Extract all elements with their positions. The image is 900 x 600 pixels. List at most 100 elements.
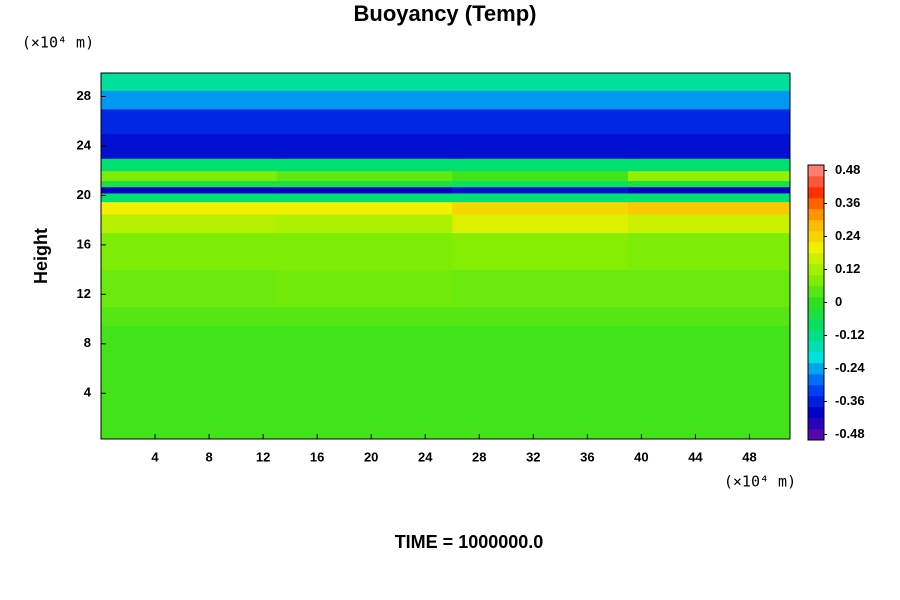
colorbar-swatch <box>808 396 824 408</box>
heatmap-cell <box>276 158 453 172</box>
heatmap-cell <box>276 269 453 308</box>
heatmap-cell <box>101 232 278 271</box>
heatmap-cell <box>627 90 791 110</box>
colorbar-swatch <box>808 253 824 265</box>
y-axis-label: Height <box>31 228 51 284</box>
heatmap-cell <box>101 201 278 215</box>
heatmap-cell <box>627 213 791 234</box>
colorbar-tick-label: 0.48 <box>835 162 860 177</box>
heatmap-cell <box>276 90 453 110</box>
x-tick-label: 20 <box>364 449 378 464</box>
heatmap-cell <box>276 201 453 215</box>
heatmap-cell <box>452 180 629 188</box>
plot-frame <box>100 72 791 440</box>
x-tick-label: 8 <box>205 449 212 464</box>
x-tick-label: 4 <box>151 449 159 464</box>
heatmap-cell <box>452 201 629 215</box>
heatmap-cell <box>627 158 791 172</box>
heatmap-cell <box>627 186 791 194</box>
colorbar-swatch <box>808 330 824 342</box>
heatmap-cell <box>627 201 791 215</box>
heatmap-cell <box>101 213 278 234</box>
x-tick-label: 44 <box>688 449 703 464</box>
heatmap-cell <box>452 170 629 182</box>
x-tick-label: 12 <box>256 449 270 464</box>
colorbar-tick-label: 0.36 <box>835 195 860 210</box>
colorbar-swatch <box>808 341 824 353</box>
colorbar-swatch <box>808 418 824 430</box>
heatmap-cell <box>101 108 278 135</box>
heatmap-cell <box>276 186 453 194</box>
heatmap-cell <box>276 213 453 234</box>
y-unit-label: (×10⁴ m) <box>22 34 94 52</box>
colorbar-tick-label: -0.24 <box>835 360 865 375</box>
heatmap-cell <box>452 158 629 172</box>
colorbar-tick-label: 0 <box>835 294 842 309</box>
colorbar-swatch <box>808 385 824 397</box>
heatmap-cell <box>627 232 791 271</box>
heatmap-cell <box>627 192 791 203</box>
y-tick-label: 12 <box>77 286 91 301</box>
heatmap-cell <box>627 133 791 159</box>
colorbar-swatch <box>808 220 824 232</box>
x-tick-label: 24 <box>418 449 433 464</box>
heatmap-cell <box>452 213 629 234</box>
heatmap-cell <box>101 325 278 440</box>
heatmap-cell <box>452 73 629 91</box>
heatmap-cell <box>101 90 278 110</box>
heatmap-cell <box>452 325 629 440</box>
colorbar-swatch <box>808 165 824 177</box>
heatmap-cell <box>452 269 629 308</box>
colorbar-swatch <box>808 176 824 188</box>
heatmap-cell <box>627 269 791 308</box>
heatmap-cell <box>452 306 629 326</box>
colorbar-swatch <box>808 363 824 375</box>
colorbar-swatch <box>808 209 824 221</box>
y-tick-label: 28 <box>77 88 91 103</box>
heatmap-cell <box>452 90 629 110</box>
colorbar-tick-label: -0.48 <box>835 426 865 441</box>
y-tick-label: 24 <box>77 137 92 152</box>
heatmap-cell <box>276 306 453 326</box>
colorbar-swatch <box>808 308 824 320</box>
heatmap-cell <box>101 158 278 172</box>
heatmap-cell <box>627 73 791 91</box>
colorbar-swatch <box>808 429 824 441</box>
colorbar-tick-label: 0.12 <box>835 261 860 276</box>
x-tick-label: 48 <box>742 449 756 464</box>
colorbar-swatch <box>808 352 824 364</box>
colorbar-swatch <box>808 286 824 298</box>
y-tick-label: 16 <box>77 236 91 251</box>
heatmap-cell <box>452 133 629 159</box>
heatmap-cell <box>276 232 453 271</box>
x-unit-label: (×10⁴ m) <box>724 473 796 491</box>
heatmap-cell <box>452 186 629 194</box>
heatmap-cell <box>276 180 453 188</box>
heatmap-cell <box>452 232 629 271</box>
heatmap-cell <box>452 108 629 135</box>
heatmap-cell <box>276 108 453 135</box>
heatmap-cell <box>627 170 791 182</box>
heatmap-cell <box>101 170 278 182</box>
colorbar-swatch <box>808 231 824 243</box>
heatmap-cell <box>276 133 453 159</box>
colorbar-swatch <box>808 242 824 254</box>
heatmap-cell <box>276 73 453 91</box>
heatmap-cell <box>101 180 278 188</box>
y-tick-label: 8 <box>84 335 91 350</box>
x-tick-label: 32 <box>526 449 540 464</box>
colorbar-tick-label: -0.12 <box>835 327 865 342</box>
heatmap-cell <box>101 192 278 203</box>
heatmap-cell <box>101 269 278 308</box>
heatmap-cell <box>452 192 629 203</box>
heatmap-cell <box>101 306 278 326</box>
colorbar-swatch <box>808 198 824 210</box>
colorbar-swatch <box>808 319 824 331</box>
colorbar-swatch <box>808 297 824 309</box>
heatmap-cell <box>101 73 278 91</box>
colorbar-swatch <box>808 374 824 386</box>
x-tick-label: 16 <box>310 449 324 464</box>
colorbar-swatch <box>808 275 824 287</box>
x-tick-label: 40 <box>634 449 648 464</box>
